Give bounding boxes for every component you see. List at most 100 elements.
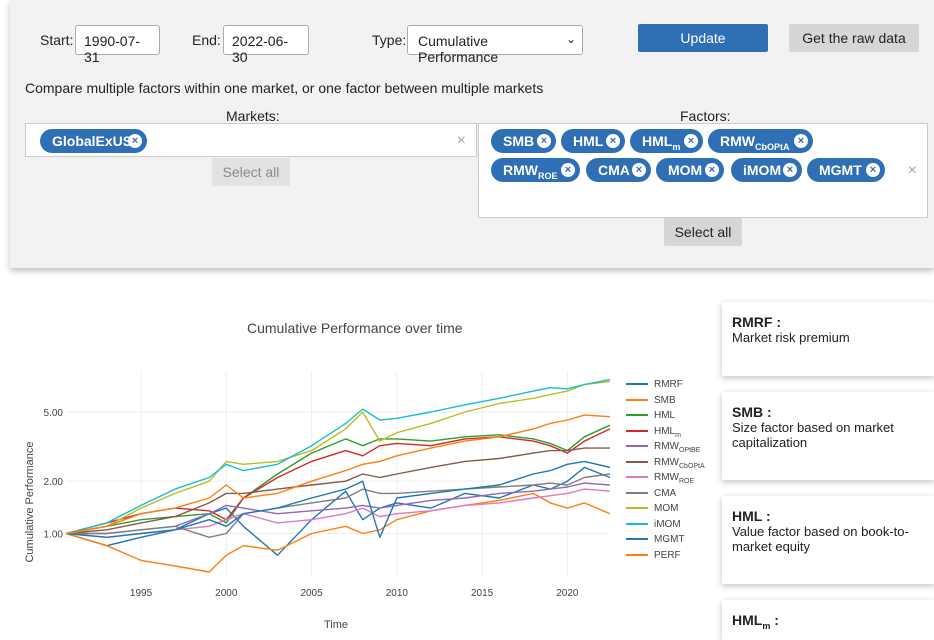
factor-chip-sub: ROE [538,170,558,181]
info-card-hml-m: HMLm : [722,600,934,640]
legend-item[interactable]: RMWOPtBE [626,441,700,454]
legend-swatch [626,383,648,386]
legend-item[interactable]: CMA [626,488,676,499]
series-line-rmw-roe [65,488,610,539]
card-title: HML : [732,508,771,524]
factor-chip-mom[interactable]: MOM × [656,158,724,182]
legend-label: MOM [654,503,679,514]
card-title-sub: m [762,620,771,631]
type-select-value: Cumulative Performance [418,33,499,65]
chip-remove-icon[interactable]: × [128,134,142,148]
select-all-factors-button[interactable]: Select all [664,218,742,246]
legend-label: HML [654,410,676,421]
series-line-hml [65,424,610,535]
end-label: End: [192,32,221,48]
start-date-input[interactable]: 1990-07-31 [75,25,160,65]
card-desc: Size factor based on market capitalizati… [732,420,894,450]
chevron-down-icon: ⌄ [565,32,576,46]
factors-label: Factors: [680,108,731,124]
x-tick-label: 2015 [471,588,494,599]
x-tick-label: 2005 [300,588,323,599]
legend-swatch [626,460,648,463]
legend-swatch [626,429,648,432]
legend-label: SMB [654,394,676,406]
factor-chip-label: RMW [503,162,538,178]
x-tick-label: 2010 [386,588,409,599]
legend-item[interactable]: SMB [626,395,676,406]
chip-remove-icon[interactable]: × [606,134,620,148]
x-tick-label: 1995 [130,588,153,599]
y-tick-label: 2.00 [44,477,64,488]
chip-remove-icon[interactable]: × [632,163,646,177]
performance-chart: 1995 2000 2005 2010 2015 2020 1.00 2.00 5.00 Time… [24,372,610,631]
legend-label-sub: m [675,431,681,439]
end-date-input[interactable]: 2022-06-30 [223,25,309,65]
legend-item[interactable]: RMRF [626,379,683,390]
legend-item[interactable]: iMOM [626,519,681,530]
chip-remove-icon[interactable]: × [866,163,880,177]
series-line-rmrf [65,466,610,556]
factor-chip-hml-m[interactable]: HMLm × [630,129,703,153]
legend-item[interactable]: RMWROE [626,472,694,485]
legend-swatch [626,538,648,541]
series-line-mgmt [65,460,610,539]
chip-remove-icon[interactable]: × [705,163,719,177]
legend-swatch [626,522,648,525]
legend-swatch [626,445,648,448]
legend-label-sub: OPtBE [679,447,701,454]
legend-label: HML [654,425,676,437]
chip-remove-icon[interactable]: × [561,163,575,177]
legend-label: CMA [654,487,677,499]
factor-chip-mgmt[interactable]: MGMT × [807,158,885,182]
factor-chip-cma[interactable]: CMA × [586,158,651,182]
legend-item[interactable]: HMLm [626,426,681,439]
chip-remove-icon[interactable]: × [537,134,551,148]
chip-remove-icon[interactable]: × [783,163,797,177]
legend-item[interactable]: MGMT [626,534,685,545]
series-line-imom [65,378,610,535]
factor-chip-label: HML [642,133,673,149]
factor-chip-label: SMB [503,133,535,149]
factor-chip-rmw-roe[interactable]: RMWROE × [491,158,580,182]
card-title-suffix: : [770,612,779,628]
card-desc: Value factor based on book-to-market equ… [732,524,909,554]
legend-item[interactable]: HML [626,410,675,421]
card-title: HMLm : [732,612,924,631]
legend-label: RMW [654,456,679,468]
x-tick-label: 2000 [215,588,238,599]
legend-item[interactable]: MOM [626,503,678,514]
select-all-markets-button[interactable]: Select all [212,158,290,186]
legend-item[interactable]: PERF [626,550,681,561]
factor-chip-sub: m [672,141,681,152]
legend-label: RMW [654,472,679,483]
clear-markets-icon[interactable]: × [456,132,466,149]
y-tick-label: 1.00 [44,529,64,540]
chip-remove-icon[interactable]: × [684,134,698,148]
chip-remove-icon[interactable]: × [794,134,808,148]
markets-multiselect[interactable]: GlobalExUS × × [25,123,477,157]
legend-swatch [626,398,648,401]
legend-swatch [626,507,648,510]
legend-item[interactable]: RMWCbOPtA [626,457,705,470]
legend-swatch [626,491,648,494]
factor-chip-imom[interactable]: iMOM × [731,158,802,182]
type-select[interactable]: Cumulative Performance ⌄ [407,25,583,65]
legend-swatch [626,553,648,556]
series-line-mom [65,380,610,535]
legend-label-sub: CbOPtA [679,462,705,470]
clear-factors-icon[interactable]: × [907,162,917,179]
legend-label: PERF [654,549,681,561]
update-button[interactable]: Update [638,24,768,52]
legend-label: RMRF [654,379,683,390]
chart-title: Cumulative Performance over time [247,320,463,336]
raw-data-button[interactable]: Get the raw data [789,24,919,52]
legend-label: iMOM [654,518,681,530]
factor-chip-label: MGMT [819,162,862,178]
info-card-hml: HML : Value factor based on book-to-mark… [722,496,934,584]
market-chip[interactable]: GlobalExUS × [40,129,147,153]
series-line-rmw-cbopta [65,447,610,535]
factor-chip-smb[interactable]: SMB × [491,129,556,153]
factor-chip-hml[interactable]: HML × [561,129,625,153]
x-tick-label: 2020 [556,588,579,599]
factor-chip-rmw-cbopta[interactable]: RMWCbOPtA × [708,129,813,153]
